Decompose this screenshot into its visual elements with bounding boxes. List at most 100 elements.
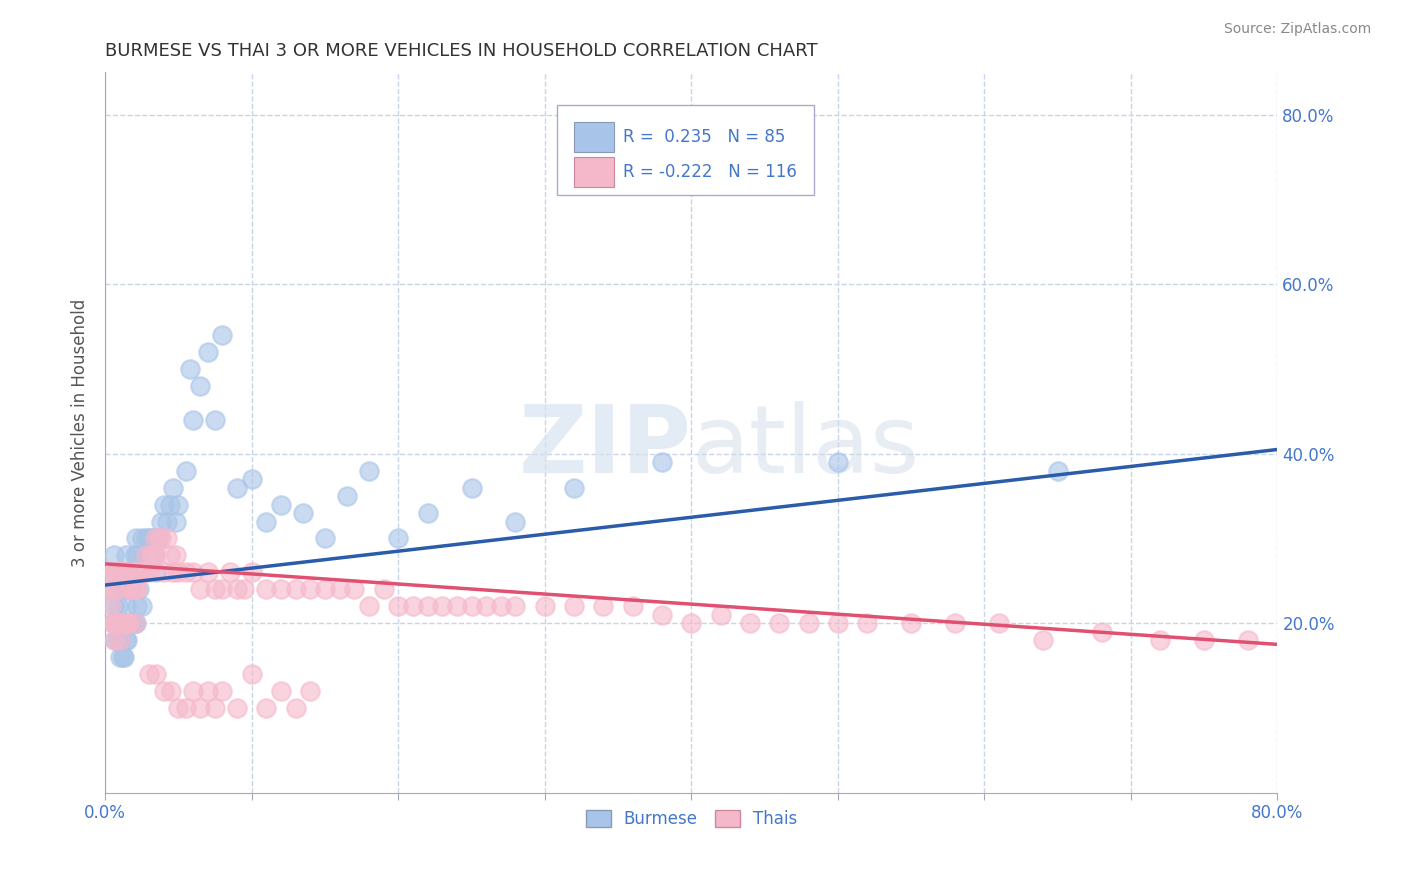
- Point: [127, 599, 149, 614]
- Point: [114, 599, 136, 614]
- Point: [197, 566, 219, 580]
- Point: [104, 616, 127, 631]
- Point: [211, 582, 233, 597]
- Point: [357, 464, 380, 478]
- Point: [159, 498, 181, 512]
- Point: [101, 616, 124, 631]
- Point: [943, 616, 966, 631]
- Point: [124, 616, 146, 631]
- Point: [181, 413, 204, 427]
- Point: [139, 549, 162, 563]
- Point: [681, 616, 703, 631]
- Point: [651, 455, 673, 469]
- Point: [143, 532, 166, 546]
- Point: [165, 549, 187, 563]
- Point: [121, 616, 143, 631]
- Point: [204, 413, 226, 427]
- Point: [254, 582, 277, 597]
- Point: [156, 532, 179, 546]
- Point: [167, 498, 190, 512]
- Point: [98, 582, 121, 597]
- Point: [197, 684, 219, 698]
- Point: [149, 515, 172, 529]
- Point: [127, 549, 149, 563]
- Point: [125, 616, 148, 631]
- FancyBboxPatch shape: [574, 157, 614, 187]
- Point: [103, 549, 125, 563]
- Point: [114, 633, 136, 648]
- Point: [136, 549, 159, 563]
- Point: [118, 566, 141, 580]
- Text: ZIP: ZIP: [519, 401, 692, 493]
- Point: [108, 633, 131, 648]
- Point: [105, 616, 128, 631]
- Point: [105, 566, 128, 580]
- Point: [387, 599, 409, 614]
- Point: [98, 582, 121, 597]
- Point: [181, 566, 204, 580]
- Point: [190, 379, 212, 393]
- Point: [122, 566, 145, 580]
- Point: [533, 599, 555, 614]
- Point: [118, 616, 141, 631]
- Point: [460, 481, 482, 495]
- Point: [505, 515, 527, 529]
- Point: [108, 582, 131, 597]
- Point: [270, 684, 292, 698]
- Point: [101, 616, 124, 631]
- Point: [797, 616, 820, 631]
- Point: [562, 481, 585, 495]
- Point: [112, 616, 135, 631]
- Point: [112, 616, 135, 631]
- Point: [135, 549, 157, 563]
- Point: [145, 549, 167, 563]
- Point: [143, 532, 166, 546]
- Point: [135, 532, 157, 546]
- Point: [115, 566, 138, 580]
- Point: [710, 607, 733, 622]
- Point: [162, 481, 184, 495]
- Point: [114, 549, 136, 563]
- Point: [107, 616, 129, 631]
- Point: [174, 566, 197, 580]
- Point: [190, 701, 212, 715]
- Point: [108, 616, 131, 631]
- Point: [114, 616, 136, 631]
- Point: [138, 532, 160, 546]
- Point: [121, 566, 143, 580]
- Point: [211, 684, 233, 698]
- Point: [373, 582, 395, 597]
- Point: [592, 599, 614, 614]
- Point: [110, 582, 132, 597]
- Point: [314, 532, 336, 546]
- Point: [115, 582, 138, 597]
- Point: [104, 633, 127, 648]
- Point: [103, 582, 125, 597]
- Point: [104, 566, 127, 580]
- Text: R =  0.235   N = 85: R = 0.235 N = 85: [623, 128, 786, 146]
- Point: [120, 582, 142, 597]
- Point: [284, 582, 307, 597]
- Point: [153, 684, 176, 698]
- Point: [621, 599, 644, 614]
- Point: [141, 532, 163, 546]
- Point: [103, 599, 125, 614]
- Text: R = -0.222   N = 116: R = -0.222 N = 116: [623, 163, 797, 181]
- Point: [131, 532, 153, 546]
- Point: [1149, 633, 1171, 648]
- Point: [146, 532, 169, 546]
- Point: [128, 582, 150, 597]
- Point: [134, 566, 156, 580]
- Point: [190, 582, 212, 597]
- Point: [105, 566, 128, 580]
- Point: [179, 362, 201, 376]
- Point: [299, 582, 322, 597]
- Text: BURMESE VS THAI 3 OR MORE VEHICLES IN HOUSEHOLD CORRELATION CHART: BURMESE VS THAI 3 OR MORE VEHICLES IN HO…: [105, 42, 818, 60]
- Point: [111, 566, 134, 580]
- Point: [120, 566, 142, 580]
- Point: [162, 566, 184, 580]
- Point: [122, 566, 145, 580]
- Point: [1090, 624, 1112, 639]
- Point: [131, 566, 153, 580]
- Point: [827, 616, 849, 631]
